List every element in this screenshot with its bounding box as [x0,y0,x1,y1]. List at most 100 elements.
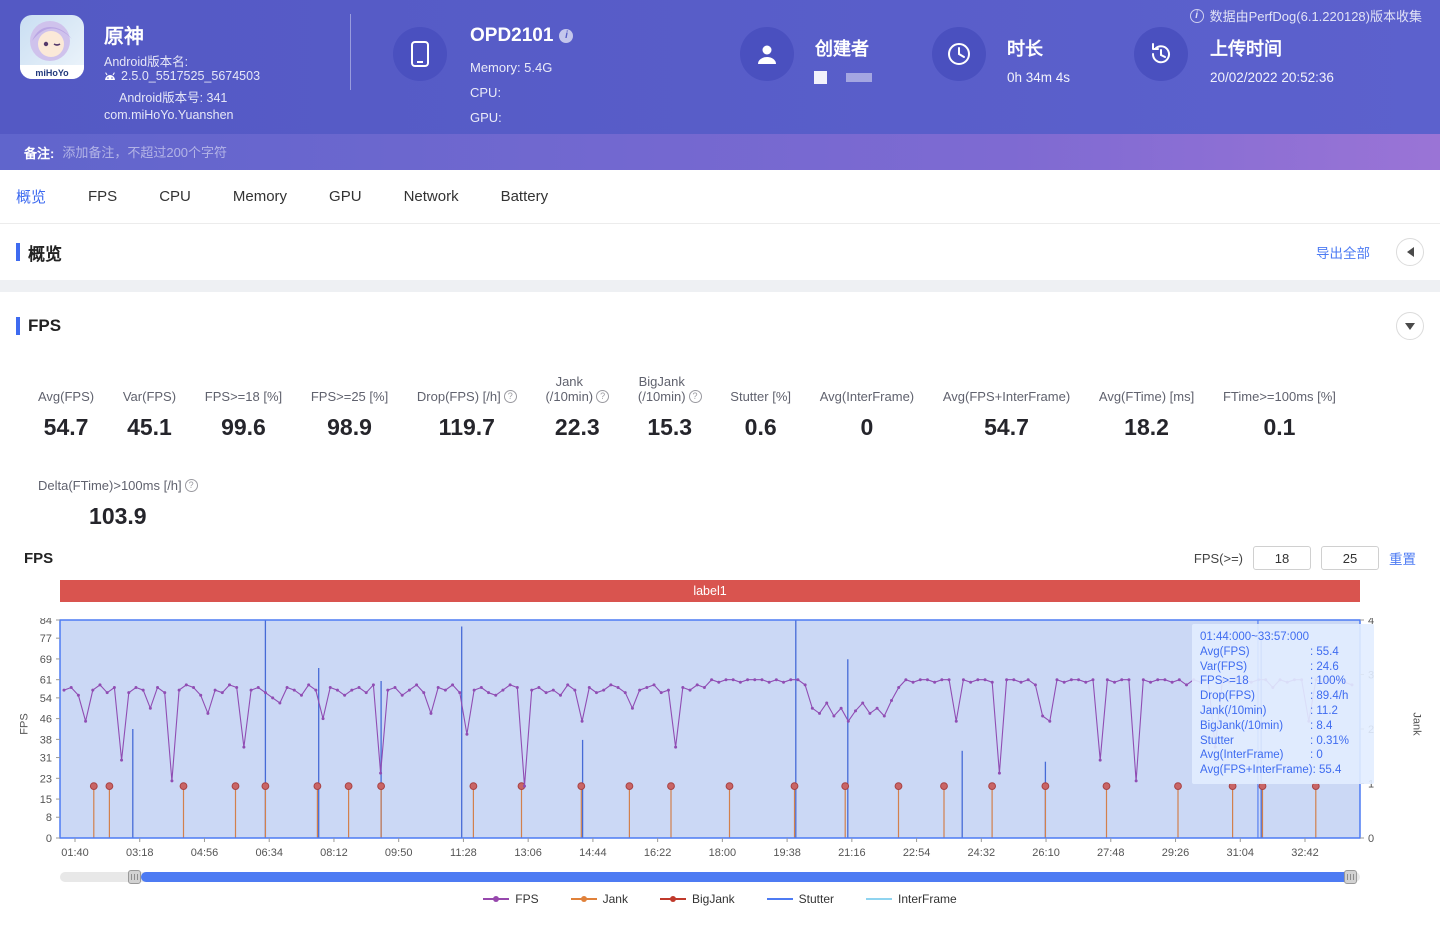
tooltip-row: Avg(FPS): 55.4 [1200,645,1339,658]
metric-value: 54.7 [984,414,1029,440]
fps-title: FPS [16,316,61,336]
metric: Delta(FTime)>100ms [/h] 103.9 [38,461,198,530]
app-title: 原神 [104,26,144,48]
metric: Avg(FTime) [ms] 18.2 [1099,372,1194,441]
export-all-link[interactable]: 导出全部 [1316,246,1370,261]
svg-text:22:54: 22:54 [903,847,931,859]
note-label: 备注: [24,145,55,161]
metric-label: Jank (/10min) [545,372,610,404]
tab-bar: 概览 FPS CPU Memory GPU Network Battery [0,170,1440,224]
svg-text:0: 0 [1368,833,1374,845]
svg-text:46: 46 [40,714,52,726]
collected-by-text: 数据由PerfDog(6.1.220128)版本收集 [1209,9,1422,24]
metric-value: 0.1 [1263,414,1296,440]
tab-Battery[interactable]: Battery [500,188,549,205]
svg-text:21:16: 21:16 [838,847,866,859]
metric-label: FPS>=25 [%] [310,389,389,404]
collapse-panel-button[interactable] [1396,238,1424,266]
svg-text:4: 4 [1368,618,1374,627]
metric-value: 15.3 [647,414,693,440]
android-version-name: 2.5.0_5517525_5674503 [104,69,260,83]
app-icon-art [20,21,84,79]
metric: FPS>=25 [%] 98.9 [311,372,388,441]
note-input[interactable] [62,144,1416,160]
duration-label: 时长 [1007,39,1043,59]
help-icon[interactable] [688,390,702,403]
svg-text:29:26: 29:26 [1162,847,1190,859]
help-icon[interactable] [503,390,517,403]
scrollbar-handle-right[interactable] [1344,870,1358,884]
tab-Network[interactable]: Network [403,188,459,205]
legend-label: Jank [602,892,628,906]
svg-text:13:06: 13:06 [514,847,542,859]
fps-metrics-row-2: Delta(FTime)>100ms [/h] 103.9 [38,461,1440,530]
metric: Var(FPS) 45.1 [123,372,176,441]
metric: FPS>=18 [%] 99.6 [205,372,282,441]
device-info-icon[interactable] [559,29,574,43]
chart-tooltip: 01:44:000~33:57:000 Avg(FPS): 55.4 Var(FP… [1192,624,1374,784]
legend-label: InterFrame [898,892,957,906]
fps-threshold-input-2[interactable] [1321,546,1379,570]
android-version-code: Android版本号: 341 [119,91,228,105]
legend-InterFrame[interactable]: InterFrame [866,892,957,906]
svg-text:11:28: 11:28 [450,847,477,859]
legend-BigJank[interactable]: BigJank [659,892,735,906]
tooltip-row: FPS>=18: 100% [1200,675,1346,688]
metric: FTime>=100ms [%] 0.1 [1223,372,1336,441]
metric-label: Drop(FPS) [/h] [417,372,517,404]
svg-text:38: 38 [40,734,52,746]
metric-value: 99.6 [221,414,266,440]
metric: Avg(FPS+InterFrame) 54.7 [943,372,1070,441]
svg-text:23: 23 [40,773,52,785]
legend-marker [766,898,793,900]
tab-GPU[interactable]: GPU [329,188,362,205]
tooltip-row: Drop(FPS): 89.4/h [1200,690,1349,703]
metric-label: Var(FPS) [122,389,177,404]
svg-text:31:04: 31:04 [1226,847,1254,859]
svg-text:1: 1 [1368,779,1374,791]
info-icon [1189,8,1204,23]
help-icon[interactable] [596,390,610,403]
scrollbar-handle-left[interactable] [127,870,141,884]
duration-icon [932,27,986,81]
metric-label: Stutter [%] [730,389,791,404]
metric-value: 103.9 [89,503,147,529]
legend-FPS[interactable]: FPS [483,892,539,906]
fps-threshold-input-1[interactable] [1253,546,1311,570]
device-gpu: GPU: [470,110,502,125]
tooltip-row: Avg(FPS+InterFrame): 55.4 [1200,764,1342,777]
help-icon[interactable] [184,479,198,492]
fps-chart[interactable]: 08152331384654616977840123401:4003:1804:… [24,615,1416,868]
svg-text:01:40: 01:40 [61,847,89,859]
legend-marker [659,898,686,900]
upload-time-icon [1134,27,1188,81]
metric-label: BigJank (/10min) [638,372,702,404]
metric-label: Avg(FPS) [38,389,95,404]
legend-label: FPS [515,892,539,906]
legend-Jank[interactable]: Jank [570,892,628,906]
y-axis-title-right: Jank [1410,712,1423,736]
legend-label: Stutter [798,892,835,906]
device-cpu: CPU: [470,85,502,100]
tooltip-row: Var(FPS): 24.6 [1200,660,1339,673]
reset-link[interactable]: 重置 [1389,552,1416,567]
svg-text:24:32: 24:32 [968,847,996,859]
svg-text:0: 0 [46,833,52,845]
tab-CPU[interactable]: CPU [159,188,191,205]
tab-Memory[interactable]: Memory [232,188,288,205]
creator-label: 创建者 [815,39,869,59]
tab-概览[interactable]: 概览 [16,189,47,206]
svg-text:69: 69 [40,654,52,666]
fps-metrics-row: Avg(FPS) 54.7 Var(FPS) 45.1 FPS>=18 [%] 99.6 F… [38,372,1336,441]
creator-name-redacted-2 [846,73,872,82]
overview-section-header: 概览 导出全部 [0,224,1440,280]
metric: Drop(FPS) [/h] 119.7 [417,372,517,441]
svg-text:04:56: 04:56 [191,847,219,859]
legend-label: BigJank [691,892,735,906]
scrollbar-selection[interactable] [140,872,1350,882]
collapse-fps-button[interactable] [1396,312,1424,340]
metric: BigJank (/10min) 15.3 [638,372,702,441]
tab-FPS[interactable]: FPS [88,188,118,205]
chevron-down-icon [1405,322,1415,335]
legend-Stutter[interactable]: Stutter [766,892,835,906]
